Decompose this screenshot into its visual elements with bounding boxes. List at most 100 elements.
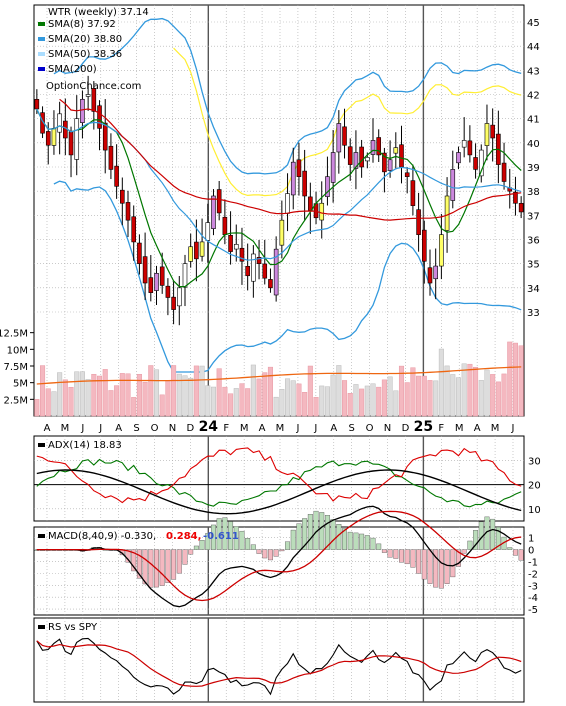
- x-tick-label: M: [276, 423, 285, 434]
- candle-body: [302, 170, 307, 197]
- macd-histogram-bar: [467, 540, 473, 550]
- volume-bar: [176, 373, 182, 417]
- candle-body: [365, 157, 370, 162]
- volume-bar: [307, 365, 313, 417]
- volume-bar: [262, 372, 268, 417]
- macd-histogram-bar: [302, 518, 308, 550]
- macd-histogram-bar: [262, 549, 268, 559]
- volume-bar: [142, 381, 148, 417]
- x-tick-label: M: [61, 423, 70, 434]
- volume-bar: [398, 365, 405, 417]
- price-tick-label: 40: [527, 139, 540, 150]
- price-y-ticks: 45 44 43 42 41 40 39 38 37 36 35 34 33: [527, 18, 540, 319]
- volume-bar: [490, 374, 496, 417]
- candle-body: [285, 193, 290, 214]
- macd-histogram-bar: [376, 543, 382, 550]
- candle-body: [125, 202, 131, 221]
- volume-bar: [450, 374, 456, 417]
- macd-histogram-bar: [285, 541, 291, 550]
- macd-histogram-bar: [228, 521, 234, 550]
- macd-histogram-bar: [495, 526, 501, 550]
- volume-bar: [478, 380, 484, 417]
- macd-label: MACD(8,40,9) -0.330,: [48, 531, 156, 542]
- macd-histogram-bar: [205, 533, 211, 550]
- candle-body: [97, 105, 102, 129]
- candle-body: [142, 256, 148, 284]
- volume-bar: [353, 384, 359, 417]
- candle-body: [416, 209, 421, 235]
- macd-histogram-bar: [131, 549, 137, 572]
- x-tick-label: M: [455, 423, 464, 434]
- candle-body: [456, 152, 461, 164]
- macd-histogram-bar: [210, 524, 216, 550]
- macd-signal-value: 0.284,: [166, 531, 201, 542]
- candle-body: [34, 99, 40, 110]
- rs-grid: [46, 618, 514, 702]
- adx-line: [36, 469, 522, 515]
- volume-bar: [302, 392, 308, 417]
- candle-body: [74, 118, 80, 160]
- volume-bar: [267, 366, 273, 417]
- macd-signal-line: [36, 510, 522, 602]
- volume-average-line: [36, 366, 522, 385]
- volume-bar: [74, 371, 80, 417]
- macd-histogram-bar: [267, 549, 273, 561]
- macd-histogram-bar: [216, 518, 222, 550]
- volume-bar: [222, 386, 228, 417]
- x-tick-label: O: [366, 423, 374, 434]
- macd-histogram-bar: [125, 549, 131, 563]
- candle-body: [427, 267, 433, 284]
- macd-histogram-bar: [176, 549, 182, 574]
- rs-legend-swatch: [38, 625, 45, 629]
- candle-body: [518, 203, 524, 213]
- macd-tick-label: 1: [528, 534, 534, 545]
- volume-bar: [455, 377, 462, 417]
- price-tick-label: 45: [527, 18, 540, 29]
- adx-panel: 30 20 10 ADX(14) 18.83: [33, 435, 541, 522]
- candle-body: [325, 176, 330, 197]
- candle-body: [154, 273, 159, 291]
- chart-title: WTR (weekly) 37.14: [48, 7, 149, 18]
- price-tick-label: 37: [527, 211, 540, 222]
- candle-body: [296, 159, 302, 177]
- macd-histogram-bar: [165, 549, 171, 584]
- volume-bar: [57, 372, 63, 417]
- adx-label: ADX(14) 18.83: [48, 440, 122, 451]
- volume-bar: [256, 378, 262, 417]
- macd-histogram-bar: [342, 528, 348, 550]
- candle-body: [370, 140, 376, 155]
- candle-body: [279, 219, 285, 246]
- volume-bar: [393, 390, 399, 417]
- candle-body: [330, 152, 336, 183]
- price-tick-label: 39: [527, 163, 540, 174]
- x-tick-label: D: [187, 423, 195, 434]
- volume-bar: [336, 365, 342, 417]
- candle-body: [461, 140, 467, 148]
- candle-body: [171, 296, 176, 310]
- candle-body: [268, 279, 273, 289]
- candle-body: [353, 152, 359, 169]
- price-tick-label: 35: [527, 260, 540, 271]
- x-tick-label: D: [402, 423, 410, 434]
- volume-bar: [216, 368, 222, 417]
- macd-histogram-bar: [399, 549, 404, 563]
- x-tick-label: A: [474, 423, 481, 434]
- volume-bar: [91, 373, 97, 417]
- candle-body: [393, 147, 399, 154]
- candle-body: [342, 126, 347, 146]
- volume-bar: [188, 377, 194, 417]
- price-tick-label: 43: [527, 66, 540, 77]
- candle-body: [251, 253, 256, 282]
- volume-bar: [313, 397, 319, 417]
- price-panel-frame: [33, 4, 525, 417]
- candle-body: [233, 244, 239, 250]
- x-tick-label: F: [223, 423, 229, 434]
- volume-tick-label: 2.5M: [3, 395, 28, 406]
- macd-panel: 10-1-2-3-4-5 MACD(8,40,9) -0.330, 0.284,…: [33, 505, 538, 616]
- macd-histogram-bar: [233, 526, 239, 550]
- volume-bar: [79, 371, 85, 417]
- x-tick-label: J: [80, 423, 84, 434]
- candle-body: [102, 122, 108, 151]
- rs-panel: RS vs SPY: [33, 617, 525, 703]
- volume-bar: [205, 385, 211, 417]
